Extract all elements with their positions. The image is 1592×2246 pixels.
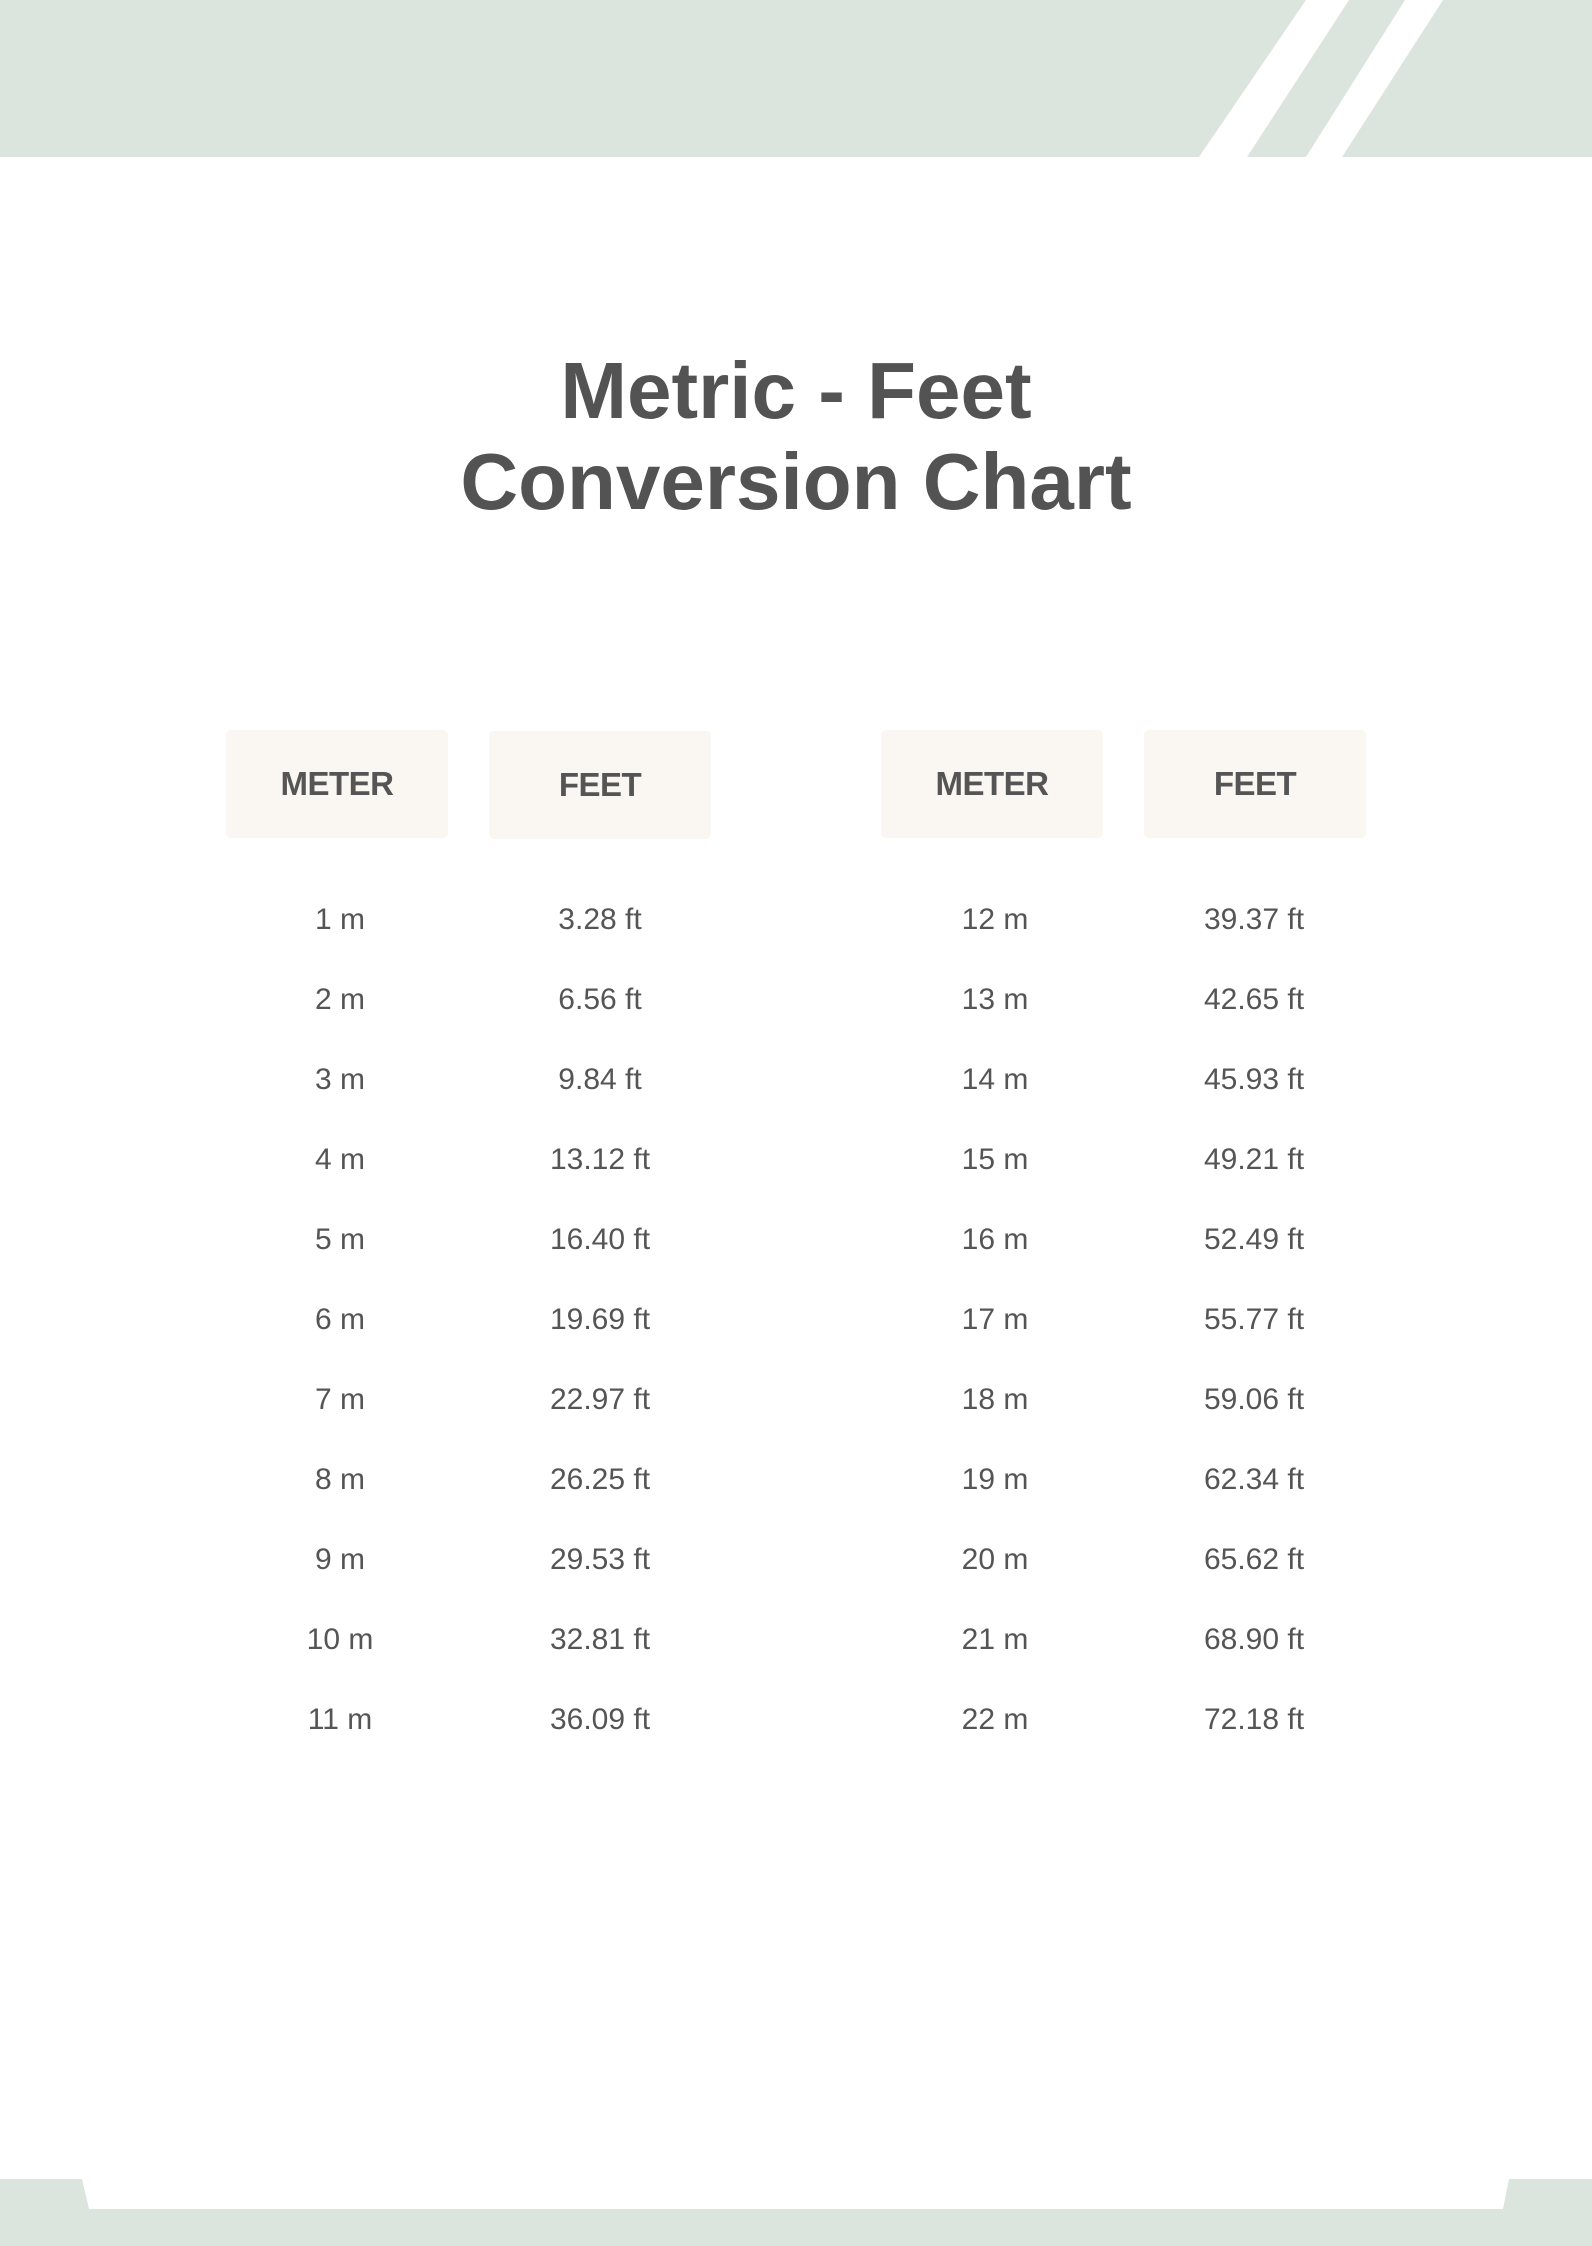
feet-value: 22.97 ft [549,1383,651,1416]
meter-value: 9 m [314,1543,365,1576]
feet-value: 32.81 ft [549,1623,651,1656]
meter-value: 20 m [961,1543,1029,1576]
meter-value: 13 m [961,983,1029,1016]
feet-value: 62.34 ft [1203,1463,1305,1496]
meter-value: 1 m [314,903,365,936]
bottom-banner [0,2179,1592,2246]
column-header-feet: FEET [1144,730,1366,838]
feet-value: 72.18 ft [1203,1703,1305,1736]
title-line-2: Conversion Chart [460,437,1132,526]
meter-value: 14 m [961,1063,1029,1096]
column-header-meter: METER [226,730,448,838]
feet-value: 13.12 ft [549,1143,651,1176]
feet-value: 26.25 ft [549,1463,651,1496]
meter-value: 21 m [961,1623,1029,1656]
meter-value: 11 m [307,1703,373,1736]
meter-value: 22 m [961,1703,1029,1736]
feet-value: 39.37 ft [1203,903,1305,936]
meter-value: 7 m [314,1383,365,1416]
meter-value: 17 m [961,1303,1029,1336]
meter-value: 4 m [314,1143,365,1176]
meter-value: 18 m [961,1383,1029,1416]
meter-value: 8 m [314,1463,365,1496]
feet-value: 55.77 ft [1203,1303,1305,1336]
meter-value: 19 m [961,1463,1029,1496]
top-banner [0,0,1592,157]
feet-value: 68.90 ft [1203,1623,1305,1656]
feet-value: 9.84 ft [558,1063,642,1096]
page-title: Metric - Feet Conversion Chart [0,345,1592,527]
title-line-1: Metric - Feet [560,346,1032,435]
feet-value: 29.53 ft [549,1543,651,1576]
column-header-feet: FEET [489,731,711,839]
meter-value: 5 m [314,1223,365,1256]
meter-value: 16 m [961,1223,1029,1256]
feet-value: 36.09 ft [549,1703,651,1736]
meter-value: 10 m [306,1623,374,1656]
feet-value: 16.40 ft [549,1223,651,1256]
feet-value: 3.28 ft [558,903,642,936]
feet-value: 42.65 ft [1203,983,1305,1016]
feet-value: 59.06 ft [1203,1383,1305,1416]
feet-value: 45.93 ft [1203,1063,1305,1096]
meter-value: 12 m [961,903,1029,936]
meter-value: 15 m [961,1143,1029,1176]
feet-value: 52.49 ft [1203,1223,1305,1256]
feet-value: 65.62 ft [1203,1543,1305,1576]
meter-value: 2 m [314,983,365,1016]
feet-value: 49.21 ft [1203,1143,1305,1176]
feet-value: 6.56 ft [558,983,642,1016]
feet-value: 19.69 ft [549,1303,651,1336]
meter-value: 6 m [314,1303,365,1336]
column-header-meter: METER [881,730,1103,838]
meter-value: 3 m [314,1063,365,1096]
